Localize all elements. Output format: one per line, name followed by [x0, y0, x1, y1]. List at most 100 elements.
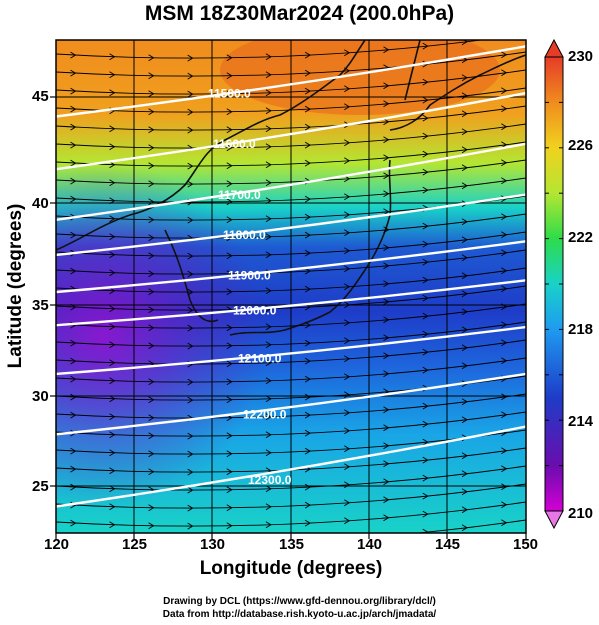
wind-arrow [344, 536, 349, 542]
wind-arrow [70, 465, 77, 473]
wind-arrow [148, 72, 155, 80]
wind-arrow [304, 519, 311, 527]
wind-arrow [422, 78, 429, 86]
wind-arrow [422, 258, 429, 266]
wind-arrow [422, 330, 429, 338]
wind-arrow [422, 240, 429, 248]
wind-arrow [383, 496, 390, 504]
wind-arrow [344, 157, 351, 165]
wind-arrow [187, 324, 194, 332]
wind-arrow [501, 483, 508, 491]
wind-arrow [148, 198, 155, 206]
wind-arrow [461, 74, 468, 82]
colorbar-tick-label: 230 [568, 48, 594, 65]
drawing-credit: Drawing by DCL (https://www.gfd-dennou.o… [163, 596, 436, 607]
wind-arrow [422, 438, 429, 446]
wind-arrow [304, 213, 311, 221]
wind-arrow [109, 197, 116, 205]
wind-arrow [70, 375, 77, 383]
contour-line [56, 372, 526, 436]
wind-arrow [344, 229, 351, 237]
wind-arrow [461, 128, 468, 136]
wind-arrow [461, 506, 468, 514]
wind-arrow [501, 267, 508, 275]
wind-arrow [344, 409, 351, 417]
wind-arrow [304, 141, 311, 149]
wind-arrow [501, 87, 508, 95]
contour-line [56, 425, 526, 508]
streamline [56, 231, 526, 257]
wind-arrow [148, 414, 155, 422]
colorbar-tick-label: 226 [568, 137, 594, 154]
wind-arrow [148, 108, 155, 116]
contour-line [56, 45, 526, 118]
wind-arrow [461, 92, 468, 100]
wind-arrow [304, 285, 311, 293]
wind-arrow [461, 218, 468, 226]
wind-arrow [383, 442, 390, 450]
wind-arrow [344, 49, 351, 57]
wind-arrow [148, 270, 155, 278]
wind-arrow [422, 276, 429, 284]
wind-arrow [501, 69, 508, 77]
axis-ticks [50, 96, 527, 539]
wind-arrow [461, 452, 468, 460]
wind-arrow [304, 411, 311, 419]
wind-arrow [70, 87, 77, 95]
wind-arrow [226, 522, 233, 530]
wind-arrow [148, 522, 155, 530]
wind-arrow [501, 159, 508, 167]
wind-arrow [461, 344, 468, 352]
wind-arrow [187, 522, 194, 530]
streamline [56, 501, 526, 527]
streamline [56, 123, 526, 149]
wind-arrow [501, 51, 508, 59]
streamline [56, 411, 526, 437]
wind-arrow [304, 357, 311, 365]
wind-arrow [226, 360, 233, 368]
wind-arrow [109, 305, 116, 313]
wind-arrow [422, 366, 429, 374]
wind-arrow [501, 195, 508, 203]
wind-arrow [383, 244, 390, 252]
wind-arrow [304, 339, 311, 347]
wind-arrow [265, 341, 272, 349]
wind-arrow [461, 326, 468, 334]
wind-arrow [110, 540, 115, 546]
contour-label: 11800.0 [223, 228, 266, 242]
wind-arrow [383, 370, 390, 378]
wind-arrow [265, 377, 272, 385]
wind-arrow [109, 467, 116, 475]
wind-arrow [71, 538, 76, 544]
wind-arrow [265, 503, 272, 511]
wind-arrow [461, 272, 468, 280]
wind-arrow [344, 427, 351, 435]
wind-arrow [501, 501, 508, 509]
coastlines [56, 40, 526, 336]
wind-arrow [501, 105, 508, 113]
contour-line [56, 240, 526, 294]
contour-line [56, 193, 526, 257]
wind-arrow [383, 280, 390, 288]
wind-arrow [148, 90, 155, 98]
x-tick-label: 125 [122, 536, 148, 553]
wind-arrow [70, 447, 77, 455]
contour-label: 11600.0 [213, 137, 256, 151]
streamline [56, 249, 526, 275]
wind-arrow [422, 348, 429, 356]
streamline [56, 69, 526, 95]
wind-arrow [265, 287, 272, 295]
wind-arrow [422, 312, 429, 320]
data-credit: Data from http://database.rish.kyoto-u.a… [162, 609, 437, 620]
geopotential-contours [56, 45, 526, 508]
wind-arrow [226, 54, 233, 62]
wind-arrow [187, 162, 194, 170]
wind-arrow [226, 486, 233, 494]
wind-arrow [501, 393, 508, 401]
contour-label: 11900.0 [228, 268, 271, 282]
wind-arrow [383, 352, 390, 360]
wind-arrow [109, 413, 116, 421]
wind-arrow [383, 172, 390, 180]
wind-arrow [383, 424, 390, 432]
wind-arrow [383, 262, 390, 270]
